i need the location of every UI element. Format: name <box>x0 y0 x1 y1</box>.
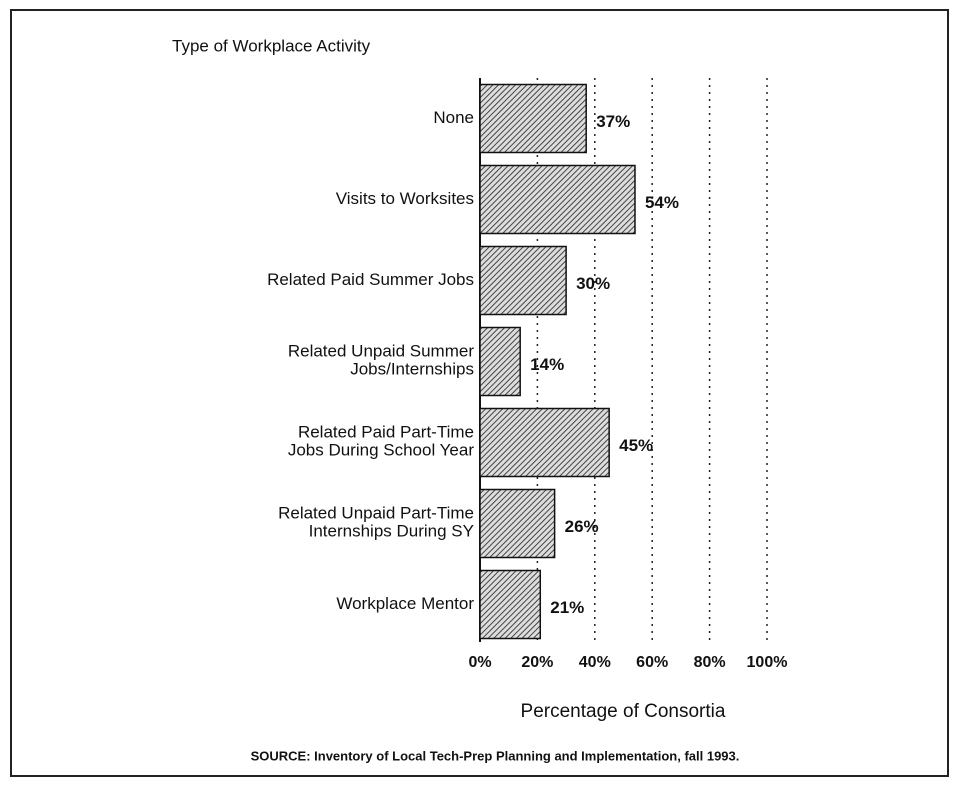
x-tick-label: 100% <box>747 654 788 671</box>
bar <box>479 164 636 235</box>
bar <box>479 245 567 316</box>
value-label: 37% <box>596 112 630 131</box>
bar <box>479 407 610 478</box>
chart-title: Type of Workplace Activity <box>172 36 371 55</box>
y-tick-label: Related Paid Part-Time Jobs During School… <box>288 423 475 460</box>
y-tick-label: None <box>433 108 474 127</box>
x-tick-label: 0% <box>468 654 491 671</box>
x-tick-label: 80% <box>694 654 726 671</box>
value-label: 54% <box>645 193 679 212</box>
y-tick-label: Visits to Worksites <box>336 189 474 208</box>
y-tick-label: Related Unpaid Summer Jobs/Internships <box>288 342 474 379</box>
x-tick-label: 40% <box>579 654 611 671</box>
x-tick-label: 60% <box>636 654 668 671</box>
frame <box>10 9 949 777</box>
source-note: SOURCE: Inventory of Local Tech-Prep Pla… <box>251 748 740 763</box>
value-label: 30% <box>576 274 610 293</box>
x-axis-title: Percentage of Consortia <box>521 701 726 722</box>
value-label: 45% <box>619 436 653 455</box>
bar <box>479 83 587 154</box>
bar <box>479 326 521 397</box>
value-label: 26% <box>565 517 599 536</box>
x-tick-label: 20% <box>521 654 553 671</box>
bar <box>479 488 556 559</box>
y-tick-label: Workplace Mentor <box>336 594 474 613</box>
y-tick-label: Related Unpaid Part-Time Internships Duri… <box>278 504 474 541</box>
value-label: 21% <box>550 598 584 617</box>
value-label: 14% <box>530 355 564 374</box>
y-tick-label: Related Paid Summer Jobs <box>267 270 474 289</box>
bar <box>479 569 542 640</box>
